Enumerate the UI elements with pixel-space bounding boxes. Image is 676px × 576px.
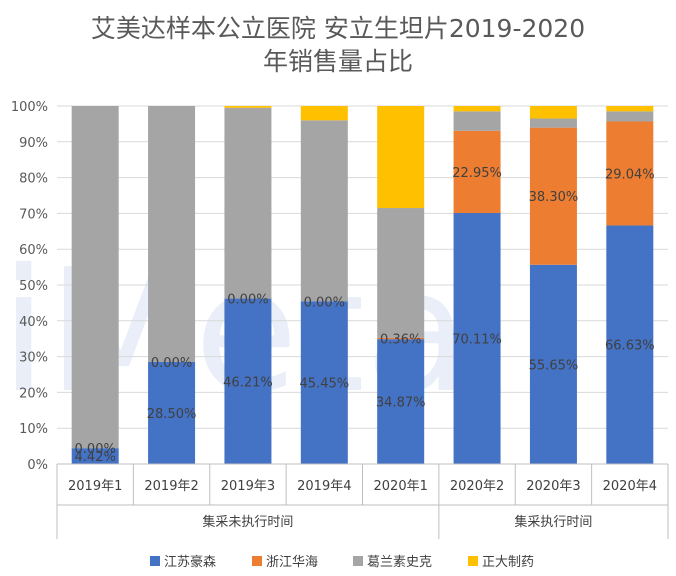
bar-segment: [529, 118, 577, 128]
data-label: 38.30%: [529, 190, 579, 205]
x-tick-label: 2020年1: [374, 479, 428, 494]
legend-swatch: [150, 556, 160, 566]
x-tick-label: 2020年2: [450, 479, 504, 494]
x-tick-label: 2020年3: [526, 479, 580, 494]
y-tick-label: 70%: [19, 207, 48, 222]
data-label: 4.42%: [75, 450, 116, 465]
category-group-label: 集采未执行时间: [202, 514, 293, 530]
data-label: 55.65%: [529, 358, 579, 373]
y-tick-label: 100%: [11, 100, 48, 115]
bar-segment: [300, 301, 348, 464]
bar-segment: [148, 106, 196, 362]
bar-segment: [529, 264, 577, 464]
data-label: 45.45%: [300, 377, 350, 392]
x-tick-label: 2019年1: [68, 479, 122, 494]
data-label: 0.00%: [304, 295, 345, 310]
legend-label: 江苏豪森: [164, 554, 216, 570]
bar-segment: [224, 298, 272, 464]
y-tick-label: 40%: [19, 315, 48, 330]
data-label: 70.11%: [452, 333, 502, 348]
bar-segment: [606, 106, 654, 112]
x-tick-label: 2019年2: [144, 479, 198, 494]
bar-segment: [377, 106, 425, 209]
bar-segment: [377, 337, 425, 340]
y-tick-label: 90%: [19, 136, 48, 151]
x-tick-label: 2020年4: [603, 479, 657, 494]
category-group-label: 集采执行时间: [514, 514, 592, 530]
y-tick-label: 60%: [19, 243, 48, 258]
data-label: 0.00%: [227, 293, 268, 308]
chart-title-line-2: 年销售量占比: [263, 47, 413, 76]
y-tick-label: 0%: [27, 458, 48, 473]
data-label: 22.95%: [452, 166, 502, 181]
bar-segment: [377, 208, 425, 338]
bar-segment: [453, 130, 501, 214]
legend-swatch: [353, 556, 363, 566]
bar-segment: [453, 106, 501, 112]
chart-title-line-1: 艾美达样本公立医院 安立生坦片2019-2020: [91, 14, 585, 43]
bar-segment: [529, 106, 577, 119]
y-tick-label: 80%: [19, 172, 48, 187]
bar-segment: [606, 111, 654, 122]
bar-segment: [453, 111, 501, 131]
data-label: 66.63%: [605, 339, 655, 354]
x-tick-label: 2019年4: [297, 479, 351, 494]
y-tick-label: 30%: [19, 351, 48, 366]
bar-segment: [148, 361, 196, 464]
data-label: 0.00%: [151, 356, 192, 371]
y-tick-label: 50%: [19, 279, 48, 294]
y-tick-label: 10%: [19, 422, 48, 437]
legend-label: 葛兰素史克: [367, 555, 432, 570]
bar-segment: [453, 213, 501, 464]
x-tick-label: 2019年3: [221, 479, 275, 494]
data-label: 0.00%: [75, 442, 116, 457]
bar-segment: [377, 339, 425, 464]
bar-segment: [300, 106, 348, 121]
legend-label: 正大制药: [482, 555, 534, 570]
legend-swatch: [252, 556, 262, 566]
data-label: 46.21%: [223, 375, 273, 390]
bar-segment: [71, 106, 119, 449]
data-label: 0.36%: [380, 333, 421, 348]
bar-segment: [606, 121, 654, 226]
bar-segment: [606, 225, 654, 464]
legend-swatch: [468, 556, 478, 566]
bar-segment: [71, 448, 119, 464]
data-label: 29.04%: [605, 167, 655, 182]
bar-segment: [224, 107, 272, 299]
data-label: 28.50%: [147, 407, 197, 422]
bar-segment: [300, 120, 348, 302]
bar-segment: [224, 106, 272, 108]
data-label: 34.87%: [376, 396, 426, 411]
y-tick-label: 20%: [19, 386, 48, 401]
bar-segment: [529, 127, 577, 265]
legend-label: 浙江华海: [266, 555, 318, 570]
